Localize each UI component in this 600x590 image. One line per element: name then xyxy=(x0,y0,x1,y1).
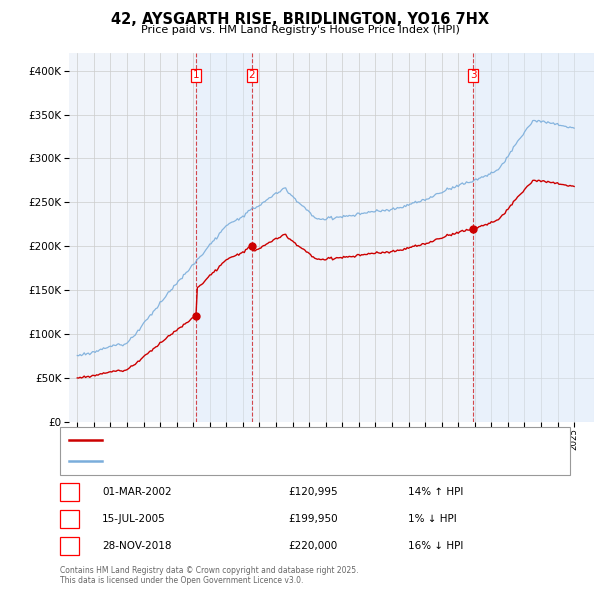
Text: 2: 2 xyxy=(66,514,73,524)
Text: 2: 2 xyxy=(248,70,255,80)
Bar xyxy=(196,53,252,422)
Text: 1: 1 xyxy=(193,70,199,80)
Text: 42, AYSGARTH RISE, BRIDLINGTON, YO16 7HX: 42, AYSGARTH RISE, BRIDLINGTON, YO16 7HX xyxy=(111,12,489,27)
Text: 1: 1 xyxy=(66,487,73,497)
Text: 16% ↓ HPI: 16% ↓ HPI xyxy=(408,542,463,551)
Text: 28-NOV-2018: 28-NOV-2018 xyxy=(102,542,172,551)
Bar xyxy=(473,53,594,422)
Text: HPI: Average price, detached house, East Riding of Yorkshire: HPI: Average price, detached house, East… xyxy=(108,457,404,467)
Text: Price paid vs. HM Land Registry's House Price Index (HPI): Price paid vs. HM Land Registry's House … xyxy=(140,25,460,35)
Text: 15-JUL-2005: 15-JUL-2005 xyxy=(102,514,166,524)
Text: 1% ↓ HPI: 1% ↓ HPI xyxy=(408,514,457,524)
Text: £120,995: £120,995 xyxy=(288,487,338,497)
Text: Contains HM Land Registry data © Crown copyright and database right 2025.
This d: Contains HM Land Registry data © Crown c… xyxy=(60,566,359,585)
Text: 3: 3 xyxy=(470,70,476,80)
Text: 42, AYSGARTH RISE, BRIDLINGTON, YO16 7HX (detached house): 42, AYSGARTH RISE, BRIDLINGTON, YO16 7HX… xyxy=(108,435,421,445)
Text: 01-MAR-2002: 01-MAR-2002 xyxy=(102,487,172,497)
Text: 14% ↑ HPI: 14% ↑ HPI xyxy=(408,487,463,497)
Text: 3: 3 xyxy=(66,542,73,551)
Text: £220,000: £220,000 xyxy=(288,542,337,551)
Text: £199,950: £199,950 xyxy=(288,514,338,524)
